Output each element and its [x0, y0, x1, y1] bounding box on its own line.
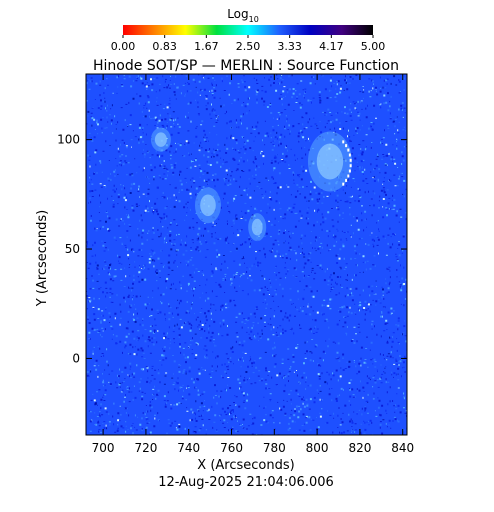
x-tick-label: 780	[263, 441, 286, 455]
bright-region-fibril	[345, 178, 348, 182]
x-tick-label: 700	[92, 441, 115, 455]
bright-region-fibril	[342, 140, 345, 144]
bright-region-fibril	[342, 182, 345, 186]
y-tick-label: 50	[65, 242, 80, 256]
bright-region-fibril	[348, 169, 351, 173]
bright-region-fibril	[349, 158, 352, 162]
x-tick-label: 740	[177, 441, 200, 455]
bright-region-core	[154, 132, 167, 147]
heatmap-background	[86, 74, 407, 435]
bright-region-fibril	[347, 174, 350, 178]
colorbar-tick-label: 3.33	[277, 40, 302, 53]
y-axis-label: Y (Arcseconds)	[35, 210, 50, 307]
chart-title: Hinode SOT/SP — MERLIN : Source Function	[93, 58, 399, 74]
x-tick-label: 760	[220, 441, 243, 455]
bright-region-fibril	[349, 164, 352, 168]
colorbar-ticks: 0.00 0.83 1.67 2.50 3.33 4.17 5.00	[111, 35, 386, 53]
heatmap-bright-regions	[150, 127, 352, 242]
x-axis-ticks: 700 720 740 760 780 800 820 840	[92, 74, 414, 455]
x-tick-label: 800	[306, 441, 329, 455]
x-tick-label: 720	[134, 441, 157, 455]
colorbar-tick-label: 0.83	[152, 40, 177, 53]
bright-region-fibril	[348, 153, 351, 157]
heatmap-image	[86, 74, 407, 435]
colorbar-tick-label: 4.17	[319, 40, 344, 53]
colorbar-tick-label: 2.50	[236, 40, 261, 53]
x-tick-label: 820	[348, 441, 371, 455]
bright-region-fibril	[347, 148, 350, 152]
y-axis-ticks: 0 50 100	[57, 133, 407, 365]
colorbar-label: Log10	[227, 7, 259, 24]
y-tick-label: 0	[72, 351, 80, 365]
bright-region-fibril	[345, 144, 348, 148]
timestamp-label: 12-Aug-2025 21:04:06.006	[158, 475, 334, 490]
colorbar-tick-label: 5.00	[361, 40, 386, 53]
colorbar	[123, 25, 373, 35]
colorbar-tick-label: 0.00	[111, 40, 136, 53]
bright-region-core	[316, 143, 344, 180]
colorbar-tick-label: 1.67	[194, 40, 219, 53]
bright-region-core	[200, 194, 216, 217]
x-axis-label: X (Arcseconds)	[197, 458, 294, 473]
y-tick-label: 100	[57, 133, 80, 147]
bright-region-core	[251, 218, 263, 236]
plot-frame	[85, 73, 408, 436]
x-tick-label: 840	[391, 441, 414, 455]
